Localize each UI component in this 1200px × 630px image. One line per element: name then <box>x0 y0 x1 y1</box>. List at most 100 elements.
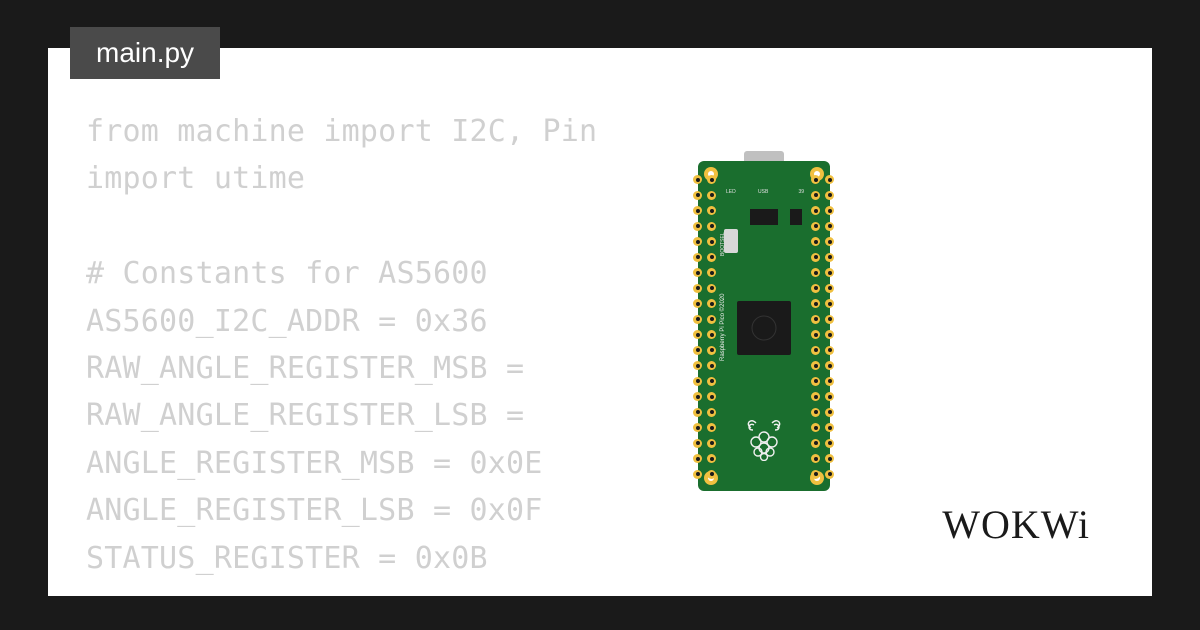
pin-hole-icon <box>825 284 834 293</box>
pin-hole-icon <box>811 470 820 479</box>
raspberry-pi-logo-icon <box>744 417 784 461</box>
pin-hole-icon <box>707 439 716 448</box>
pin-hole-icon <box>707 175 716 184</box>
pin-hole-icon <box>811 175 820 184</box>
pin-hole-icon <box>707 237 716 246</box>
pin-hole-icon <box>707 330 716 339</box>
pin-hole-icon <box>707 315 716 324</box>
pin-column-right-pads <box>825 175 835 479</box>
pin-hole-icon <box>811 299 820 308</box>
pin-hole-icon <box>693 206 702 215</box>
pin-hole-icon <box>825 439 834 448</box>
editor-panel: from machine import I2C, Pin import utim… <box>48 48 1152 596</box>
pin-hole-icon <box>693 470 702 479</box>
pin-hole-icon <box>825 299 834 308</box>
pin-hole-icon <box>811 191 820 200</box>
pin-hole-icon <box>811 206 820 215</box>
pin-hole-icon <box>707 284 716 293</box>
pin-hole-icon <box>693 253 702 262</box>
pin-hole-icon <box>811 315 820 324</box>
wokwi-logo: WOKWi <box>942 501 1090 548</box>
pin-hole-icon <box>693 346 702 355</box>
pcb: LED USB 39 BOOTSEL Raspberry Pi Pico ©20… <box>698 161 830 491</box>
pin-hole-icon <box>811 439 820 448</box>
pin-hole-icon <box>811 408 820 417</box>
pin-hole-icon <box>825 237 834 246</box>
file-tab[interactable]: main.py <box>70 27 220 79</box>
pin-hole-icon <box>811 392 820 401</box>
board-label-bootsel: BOOTSEL <box>720 232 726 256</box>
pin-hole-icon <box>825 330 834 339</box>
pin-hole-icon <box>693 175 702 184</box>
pin-hole-icon <box>707 268 716 277</box>
bootsel-button[interactable] <box>724 229 738 253</box>
pin-hole-icon <box>825 470 834 479</box>
pin-hole-icon <box>707 191 716 200</box>
pin-hole-icon <box>707 470 716 479</box>
pin-hole-icon <box>811 454 820 463</box>
pin-column-left-pads <box>693 175 703 479</box>
pin-hole-icon <box>693 361 702 370</box>
code-line: STATUS_REGISTER = 0x0B <box>86 541 488 576</box>
pin-hole-icon <box>825 408 834 417</box>
flash-chip-icon <box>750 209 778 225</box>
pin-hole-icon <box>693 423 702 432</box>
code-line: import utime <box>86 161 305 196</box>
chip-marking-icon <box>737 301 791 355</box>
pin-hole-icon <box>825 222 834 231</box>
pin-hole-icon <box>693 268 702 277</box>
pin-hole-icon <box>825 392 834 401</box>
pin-hole-icon <box>811 330 820 339</box>
pin-hole-icon <box>811 423 820 432</box>
pin-hole-icon <box>825 454 834 463</box>
pin-hole-icon <box>825 175 834 184</box>
code-editor[interactable]: from machine import I2C, Pin import utim… <box>86 108 597 582</box>
pin-hole-icon <box>693 439 702 448</box>
pin-hole-icon <box>707 253 716 262</box>
pin-hole-icon <box>693 284 702 293</box>
pin-hole-icon <box>693 315 702 324</box>
pin-hole-icon <box>707 299 716 308</box>
board-label-pin39: 39 <box>798 189 804 195</box>
code-line: RAW_ANGLE_REGISTER_LSB = <box>86 398 524 433</box>
code-line: AS5600_I2C_ADDR = 0x36 <box>86 304 488 339</box>
board-label-led: LED <box>726 189 736 195</box>
pin-hole-icon <box>811 268 820 277</box>
code-line: ANGLE_REGISTER_MSB = 0x0E <box>86 446 543 481</box>
pin-hole-icon <box>811 253 820 262</box>
pin-hole-icon <box>693 222 702 231</box>
pin-hole-icon <box>811 237 820 246</box>
pin-hole-icon <box>811 284 820 293</box>
pin-hole-icon <box>707 361 716 370</box>
pin-hole-icon <box>825 268 834 277</box>
pin-hole-icon <box>693 330 702 339</box>
pico-board[interactable]: LED USB 39 BOOTSEL Raspberry Pi Pico ©20… <box>698 153 830 493</box>
pin-hole-icon <box>693 392 702 401</box>
file-tab-label: main.py <box>96 37 194 68</box>
pin-hole-icon <box>693 454 702 463</box>
pin-hole-icon <box>811 346 820 355</box>
pin-column-left-holes <box>707 175 717 479</box>
pin-hole-icon <box>707 423 716 432</box>
pin-hole-icon <box>707 454 716 463</box>
code-line: # Constants for AS5600 <box>86 256 488 291</box>
pin-hole-icon <box>707 392 716 401</box>
pin-hole-icon <box>707 222 716 231</box>
board-silkscreen-text: Raspberry Pi Pico ©2020 <box>720 294 726 361</box>
pin-hole-icon <box>693 408 702 417</box>
pin-hole-icon <box>825 377 834 386</box>
component-icon <box>790 209 802 225</box>
pin-hole-icon <box>825 191 834 200</box>
pin-hole-icon <box>811 361 820 370</box>
pin-hole-icon <box>707 377 716 386</box>
pin-hole-icon <box>825 315 834 324</box>
pin-hole-icon <box>707 346 716 355</box>
pin-hole-icon <box>693 377 702 386</box>
pin-column-right-holes <box>811 175 821 479</box>
pin-hole-icon <box>693 191 702 200</box>
pin-hole-icon <box>693 237 702 246</box>
code-line: from machine import I2C, Pin <box>86 114 597 149</box>
pin-hole-icon <box>707 408 716 417</box>
pin-hole-icon <box>811 222 820 231</box>
pin-hole-icon <box>825 423 834 432</box>
